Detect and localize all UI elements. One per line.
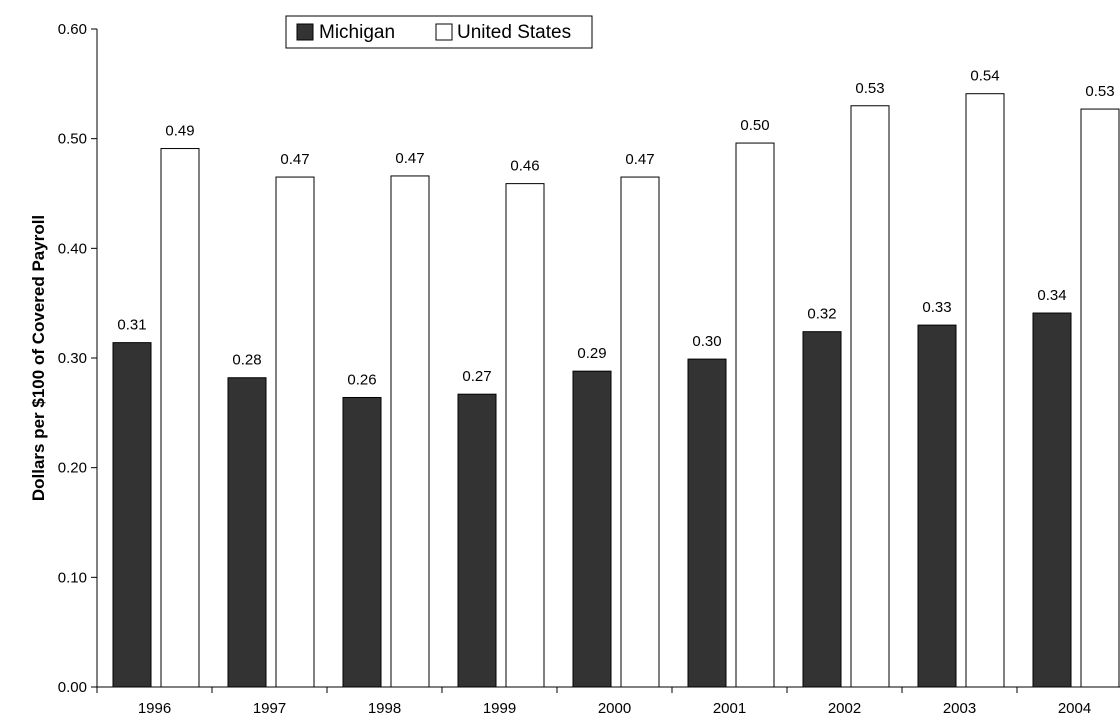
- bar-united-states: [390, 175, 430, 688]
- y-tick-label: 0.60: [58, 21, 87, 38]
- bar-michigan: [342, 396, 382, 688]
- y-tick-label: 0.10: [58, 569, 87, 586]
- y-tick-label: 0.50: [58, 131, 87, 148]
- data-label: 0.53: [855, 80, 884, 97]
- data-label: 0.54: [970, 68, 999, 85]
- data-label: 0.47: [280, 151, 309, 168]
- bar-united-states: [275, 176, 315, 688]
- bar-united-states: [160, 148, 200, 688]
- bar-michigan: [802, 331, 842, 688]
- data-label: 0.46: [510, 158, 539, 175]
- bar-united-states: [505, 183, 545, 688]
- x-tick-label: 2002: [828, 700, 861, 717]
- x-tick-label: 1997: [253, 700, 286, 717]
- data-label: 0.32: [807, 306, 836, 323]
- data-label: 0.29: [577, 345, 606, 362]
- legend-swatch-united-states: [435, 23, 453, 41]
- x-tick-label: 2004: [1058, 700, 1091, 717]
- data-label: 0.47: [395, 150, 424, 167]
- data-label: 0.26: [347, 371, 376, 388]
- bar-united-states: [735, 142, 775, 688]
- data-label: 0.28: [232, 352, 261, 369]
- legend-label-united-states: United States: [457, 22, 571, 43]
- legend-label-michigan: Michigan: [319, 22, 395, 43]
- data-label: 0.34: [1037, 287, 1066, 304]
- axes: 0.00 0.10 0.20 0.30 0.40 0.50 0.60 1996 1997 1998…: [58, 21, 1120, 717]
- bar-united-states: [1080, 108, 1120, 688]
- bar-michigan: [917, 324, 957, 688]
- x-tick-label: 2001: [713, 700, 746, 717]
- data-label: 0.31: [117, 317, 146, 334]
- x-tick-label: 1996: [138, 700, 171, 717]
- legend: Michigan United States: [285, 15, 593, 49]
- bar-michigan: [687, 358, 727, 688]
- bar-michigan: [1032, 312, 1072, 688]
- bar-michigan: [112, 342, 152, 688]
- x-tick-label: 1999: [483, 700, 516, 717]
- data-label: 0.33: [922, 299, 951, 316]
- x-tick-label: 1998: [368, 700, 401, 717]
- data-label: 0.53: [1085, 83, 1114, 100]
- bar-united-states: [850, 105, 890, 688]
- bar-michigan: [457, 393, 497, 688]
- bar-united-states: [620, 176, 660, 688]
- bar-michigan: [572, 370, 612, 688]
- y-tick-label: 0.30: [58, 350, 87, 367]
- data-label: 0.27: [462, 368, 491, 385]
- data-label: 0.50: [740, 117, 769, 134]
- legend-swatch-michigan: [296, 23, 314, 41]
- bars: [112, 93, 1120, 688]
- y-axis-title: Dollars per $100 of Covered Payroll: [29, 215, 48, 501]
- bar-michigan: [227, 377, 267, 688]
- data-label: 0.30: [692, 333, 721, 350]
- y-tick-label: 0.40: [58, 240, 87, 257]
- data-labels: 0.31 0.28 0.26 0.27 0.29 0.30 0.32 0.33 0.34 0.49…: [117, 68, 1114, 389]
- bar-united-states: [965, 93, 1005, 688]
- data-label: 0.47: [625, 151, 654, 168]
- x-tick-label: 2000: [598, 700, 631, 717]
- y-tick-label: 0.00: [58, 679, 87, 696]
- data-label: 0.49: [165, 123, 194, 140]
- y-tick-label: 0.20: [58, 460, 87, 477]
- x-tick-label: 2003: [943, 700, 976, 717]
